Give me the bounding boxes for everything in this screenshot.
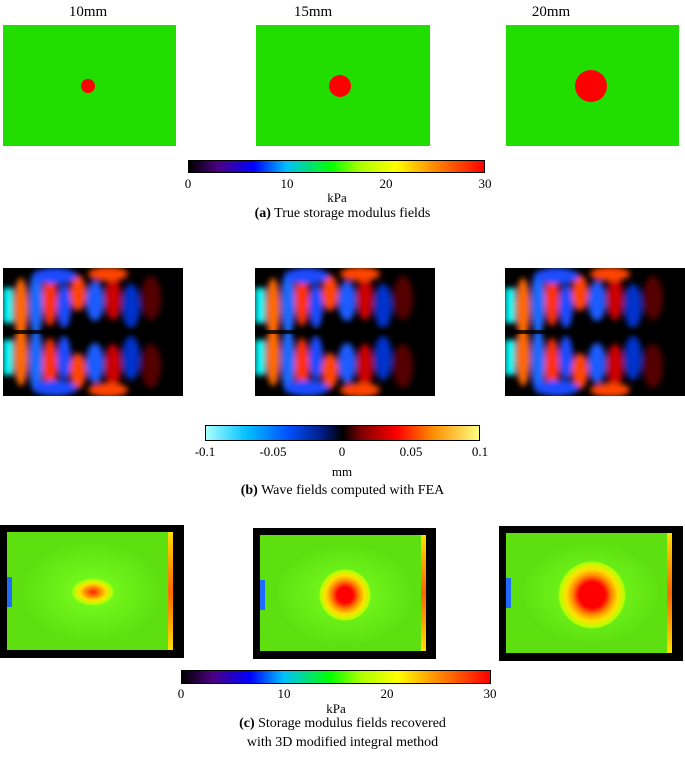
wave-field-10mm <box>3 268 183 396</box>
colorbar-b-tick-005: 0.05 <box>399 444 423 459</box>
colorbar-c-tick-20: 20 <box>380 686 394 701</box>
colorbar-a <box>188 160 485 173</box>
recovered-field-10mm <box>0 525 184 658</box>
colorbar-c-unit: kPa <box>326 701 346 716</box>
caption-c-label: (c) <box>239 716 255 731</box>
caption-b-text: Wave fields computed with FEA <box>257 483 445 498</box>
caption-b: (b) Wave fields computed with FEA <box>0 483 685 499</box>
wave-field-15mm <box>255 268 435 396</box>
true-field-15mm <box>256 25 430 146</box>
recovered-map-15mm <box>260 535 426 651</box>
colorbar-a-tick-0: 0 <box>184 176 192 191</box>
caption-c-line2: with 3D modified integral method <box>246 735 439 750</box>
colorbar-c-tick-0: 0 <box>177 686 185 701</box>
colorbar-b-unit: mm <box>331 464 353 479</box>
colorbar-b-tick-0: 0 <box>338 444 346 459</box>
colorbar-b <box>205 425 480 441</box>
caption-a: (a) True storage modulus fields <box>0 206 685 222</box>
inclusion-10mm <box>81 79 95 93</box>
colorbar-a-tick-30: 30 <box>478 176 492 191</box>
colorbar-a-tick-10: 10 <box>280 176 294 191</box>
colorbar-b-tick-01: 0.1 <box>471 444 489 459</box>
colorbar-a-unit: kPa <box>327 190 347 205</box>
colorbar-c-tick-30: 30 <box>483 686 497 701</box>
caption-c-text: Storage modulus fields recovered <box>254 716 446 731</box>
caption-c: (c) Storage modulus fields recovered <box>0 716 685 732</box>
column-label-15mm: 15mm <box>293 4 333 20</box>
wave-field-20mm <box>505 268 685 396</box>
true-field-10mm <box>3 25 176 146</box>
recovered-field-20mm <box>499 526 683 661</box>
recovered-field-15mm <box>253 528 436 659</box>
colorbar-a-tick-20: 20 <box>379 176 393 191</box>
caption-a-label: (a) <box>254 206 271 221</box>
caption-a-text: True storage modulus fields <box>270 206 431 221</box>
inclusion-15mm <box>329 75 351 97</box>
colorbar-c <box>181 670 491 684</box>
caption-b-label: (b) <box>240 483 258 498</box>
column-label-20mm: 20mm <box>531 4 571 20</box>
colorbar-b-tick-neg01: -0.1 <box>194 444 216 459</box>
recovered-map-10mm <box>7 532 173 650</box>
recovered-map-20mm <box>506 533 672 653</box>
colorbar-b-tick-neg005: -0.05 <box>259 444 287 459</box>
inclusion-20mm <box>575 70 607 102</box>
colorbar-c-tick-10: 10 <box>277 686 291 701</box>
true-field-20mm <box>506 25 679 146</box>
column-label-10mm: 10mm <box>68 4 108 20</box>
